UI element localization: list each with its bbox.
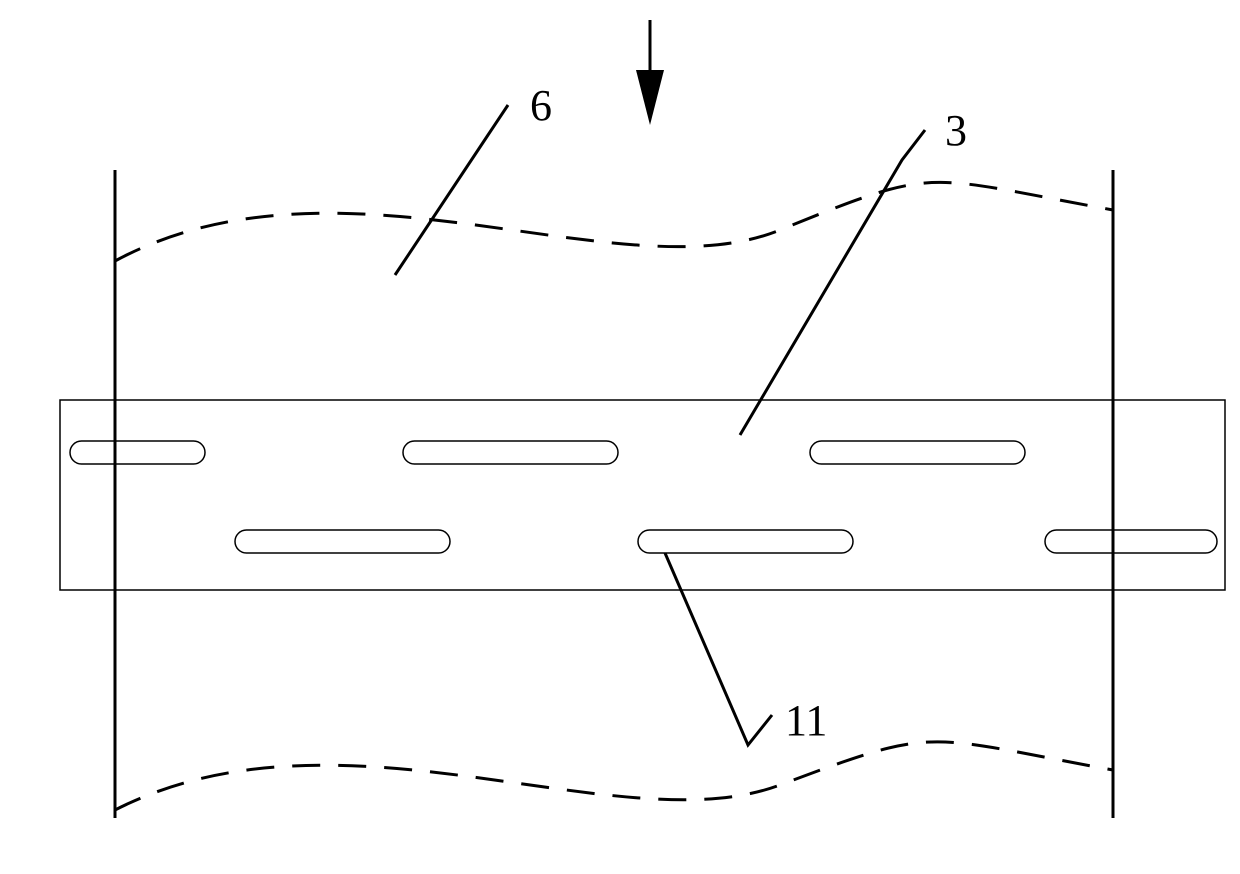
leader-line-6 [395, 105, 508, 275]
label-3: 3 [945, 106, 967, 155]
technical-diagram: 6 3 11 [0, 0, 1240, 874]
band-part-3 [60, 400, 1225, 590]
slot [70, 441, 205, 464]
leader-line-3 [740, 130, 925, 435]
slot [1045, 530, 1217, 553]
slots-part-11 [70, 441, 1217, 553]
leader-line-11 [665, 553, 772, 745]
outer-part-6 [115, 170, 1113, 818]
label-11: 11 [785, 696, 827, 745]
down-arrow [636, 20, 664, 125]
slot [810, 441, 1025, 464]
label-6: 6 [530, 81, 552, 130]
slot [638, 530, 853, 553]
slot [235, 530, 450, 553]
slot [403, 441, 618, 464]
